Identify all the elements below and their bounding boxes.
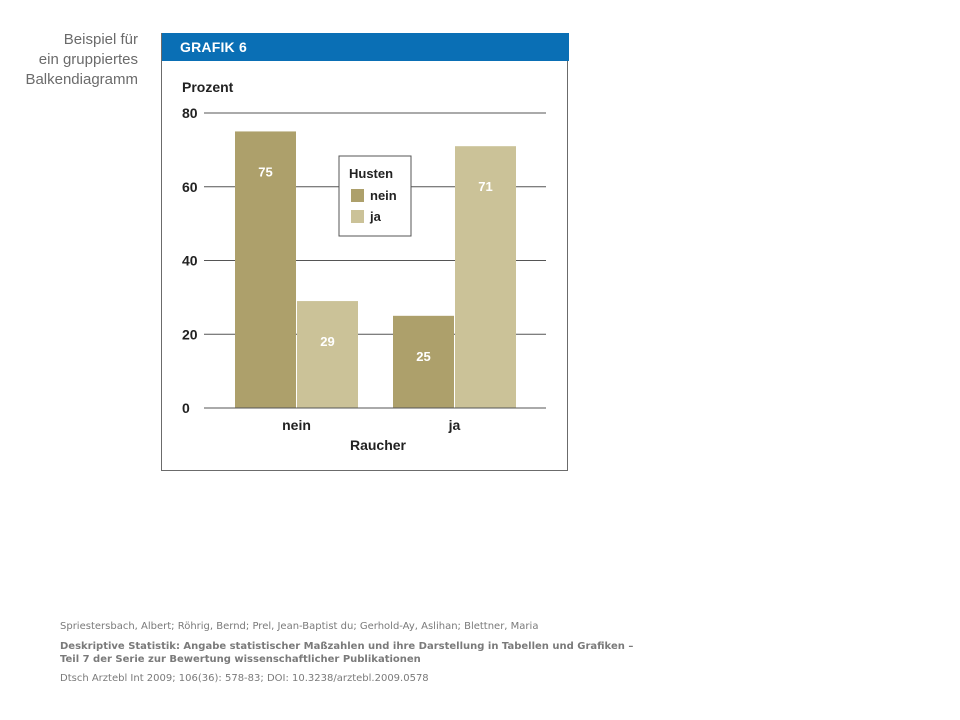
- side-caption-line-2: ein gruppiertes: [38, 51, 138, 68]
- x-axis-title: Raucher: [350, 437, 407, 453]
- grouped-bar-chart: Prozent 0 20 40 60 80 75 29 25 71 nein ja Husten…: [182, 79, 546, 453]
- legend-label-nein: nein: [370, 188, 397, 203]
- citation-title-line-2: Teil 7 der Serie zur Bewertung wissensch…: [60, 654, 421, 665]
- data-label-nein-nein: 75: [258, 164, 272, 179]
- y-tick-labels: 0 20 40 60 80: [182, 105, 198, 416]
- citation-authors: Spriestersbach, Albert; Röhrig, Bernd; P…: [60, 621, 539, 632]
- side-caption-line-3: Balkendiagramm: [25, 71, 138, 88]
- figure-box: GRAFIK 6 Prozent 0 20 40 60 80 75 29 25 71 nein…: [161, 33, 569, 471]
- citation-source: Dtsch Arztebl Int 2009; 106(36): 578-83;…: [60, 673, 429, 684]
- legend-label-ja: ja: [369, 209, 382, 224]
- y-tick-label-60: 60: [182, 179, 198, 195]
- data-label-ja-ja: 71: [478, 179, 492, 194]
- bars: [235, 131, 516, 408]
- citation: Spriestersbach, Albert; Röhrig, Bernd; P…: [60, 620, 634, 685]
- bar-nein-ja: [297, 301, 358, 408]
- bar-data-labels: 75 29 25 71: [204, 164, 546, 409]
- citation-title: Deskriptive Statistik: Angabe statistisc…: [60, 640, 634, 666]
- citation-title-line-1: Deskriptive Statistik: Angabe statistisc…: [60, 641, 634, 652]
- x-tick-labels: nein ja: [282, 417, 460, 433]
- legend-title: Husten: [349, 166, 393, 181]
- figure-header: GRAFIK 6: [162, 33, 569, 61]
- data-label-nein-ja: 29: [320, 334, 334, 349]
- y-tick-label-0: 0: [182, 400, 190, 416]
- x-tick-label-ja: ja: [448, 417, 461, 433]
- bar-ja-nein: [393, 315, 454, 408]
- legend-swatch-nein: [351, 189, 364, 202]
- bar-ja-ja: [455, 146, 516, 408]
- y-tick-label-40: 40: [182, 253, 198, 269]
- legend: Husten nein ja: [338, 155, 412, 237]
- legend-swatch-ja: [351, 210, 364, 223]
- x-tick-label-nein: nein: [282, 417, 311, 433]
- side-caption-line-1: Beispiel für: [63, 31, 138, 48]
- data-label-ja-nein: 25: [416, 349, 430, 364]
- y-tick-label-80: 80: [182, 105, 198, 121]
- bar-nein-nein: [235, 131, 296, 408]
- y-tick-label-20: 20: [182, 326, 198, 342]
- y-axis-title: Prozent: [182, 79, 234, 95]
- side-caption: Beispiel für ein gruppiertes Balkendiagr…: [0, 30, 138, 90]
